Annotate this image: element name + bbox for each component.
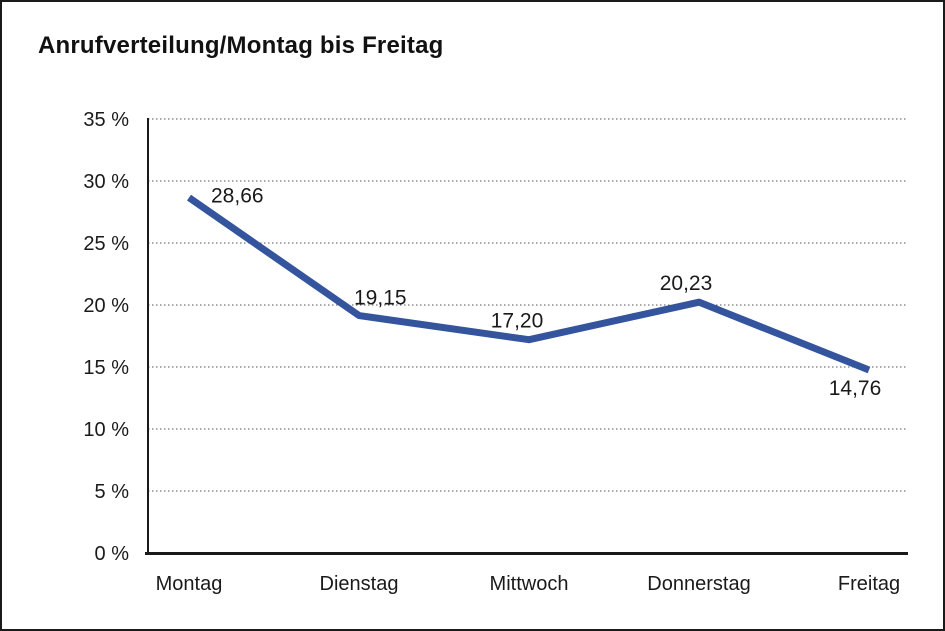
y-tick-label: 0 %: [95, 543, 130, 565]
x-tick-label: Donnerstag: [647, 573, 750, 595]
chart-title: Anrufverteilung/Montag bis Freitag: [38, 32, 444, 59]
data-point-label: 20,23: [660, 272, 713, 295]
x-tick-label: Montag: [156, 573, 223, 595]
y-tick-label: 25 %: [83, 233, 129, 255]
y-tick-label: 15 %: [83, 357, 129, 379]
y-tick-label: 10 %: [83, 419, 129, 441]
data-series-line: [187, 194, 871, 374]
data-point-label: 17,20: [491, 310, 544, 333]
data-point-label: 14,76: [829, 377, 882, 400]
y-tick-label: 35 %: [83, 109, 129, 131]
data-point-label: 19,15: [354, 287, 407, 310]
y-tick-label: 30 %: [83, 171, 129, 193]
x-tick-label: Freitag: [838, 573, 900, 595]
data-point-label: 28,66: [211, 185, 264, 208]
y-tick-label: 5 %: [95, 481, 130, 503]
y-tick-label: 20 %: [83, 295, 129, 317]
x-tick-label: Mittwoch: [490, 573, 569, 595]
x-tick-label: Dienstag: [320, 573, 399, 595]
